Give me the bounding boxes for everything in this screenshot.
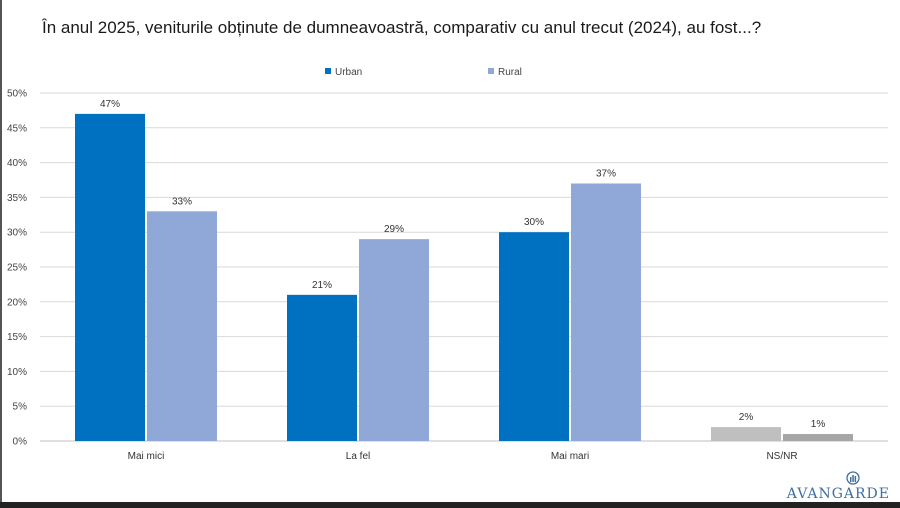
y-tick-label: 15% [7,332,27,343]
y-tick-label: 0% [13,437,28,448]
bar-rural [359,239,429,441]
bar-rural [783,434,853,441]
bar-urban [287,294,357,441]
data-label: 33% [172,196,192,207]
y-tick-label: 45% [7,123,27,134]
y-tick-label: 50% [7,89,27,100]
category-label: Mai mici [128,451,165,462]
data-label: 47% [100,99,120,110]
legend-label: Urban [335,67,362,78]
data-label: 37% [596,168,616,179]
category-label: La fel [346,451,370,462]
y-tick-label: 10% [7,367,27,378]
y-tick-label: 20% [7,297,27,308]
chart-title: În anul 2025, veniturile obținute de dum… [42,18,762,37]
logo-text: AVANGARDE [786,486,890,502]
bar-urban [711,427,781,441]
logo-icon [846,471,860,490]
bar-chart: 0% 5% 10% 15% 20% 25% 30% 35% 40% 45% 50% 47% 33% Mai… [7,67,888,462]
bar-urban [75,113,145,441]
category-label: NS/NR [766,451,797,462]
legend-swatch-urban [325,68,331,74]
data-label: 21% [312,280,332,291]
data-label: 30% [524,217,544,228]
y-tick-label: 30% [7,228,27,239]
legend-label: Rural [498,67,522,78]
y-tick-label: 25% [7,263,27,274]
data-label: 2% [739,412,754,423]
y-tick-label: 35% [7,193,27,204]
category-label: Mai mari [551,451,589,462]
legend-swatch-rural [488,68,494,74]
avangarde-logo: AVANGARDE [787,486,890,502]
bar-rural [147,211,217,441]
bar-urban [499,232,569,441]
y-tick-label: 40% [7,158,27,169]
y-tick-label: 5% [13,402,28,413]
data-label: 29% [384,224,404,235]
bar-rural [571,183,641,442]
left-border [0,0,2,508]
bottom-bar [0,502,900,508]
data-label: 1% [811,419,826,430]
